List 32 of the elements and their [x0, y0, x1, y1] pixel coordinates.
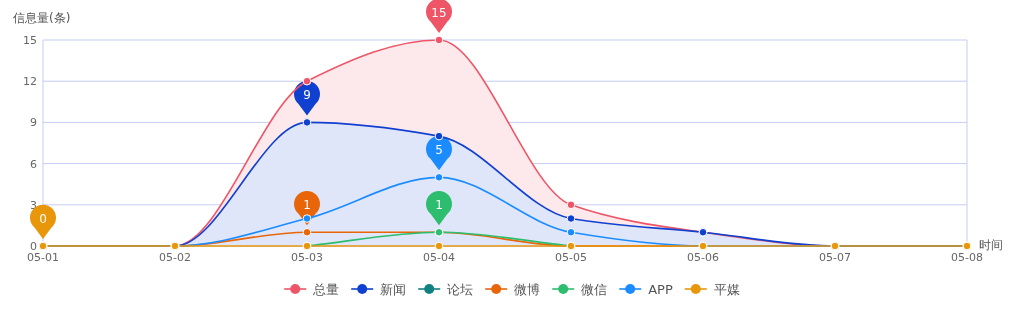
x-tick-label: 05-02 — [159, 251, 191, 264]
x-tick-label: 05-01 — [27, 251, 59, 264]
legend-label: 平媒 — [713, 282, 740, 297]
y-axis-title: 信息量(条) — [13, 11, 71, 25]
x-tick-label: 05-07 — [819, 251, 851, 264]
legend-label: 微博 — [514, 282, 541, 297]
legend-label: 新闻 — [380, 282, 407, 297]
y-tick-label: 6 — [30, 157, 37, 171]
x-tick-label: 05-06 — [687, 251, 719, 264]
data-label: 1 — [435, 197, 443, 212]
x-tick-label: 05-08 — [951, 251, 983, 264]
x-axis-title: 时间 — [979, 238, 1003, 252]
legend-label: 总量 — [312, 282, 340, 297]
pin: 15 — [426, 0, 452, 33]
data-label: 1 — [303, 197, 311, 212]
y-tick-label: 15 — [23, 34, 37, 47]
y-tick-label: 3 — [30, 198, 37, 212]
pin: 1 — [426, 190, 452, 226]
legend-label: 微信 — [581, 282, 608, 297]
y-tick-label: 0 — [30, 240, 37, 253]
data-label: 15 — [431, 5, 447, 20]
pin: 9 — [294, 81, 320, 116]
legend-label: APP — [648, 282, 673, 297]
data-label: 5 — [435, 142, 443, 157]
data-label: 9 — [303, 87, 311, 102]
x-tick-label: 05-04 — [423, 251, 455, 264]
y-tick-label: 12 — [23, 75, 37, 89]
legend-label: 论坛 — [447, 282, 474, 297]
x-tick-label: 05-03 — [291, 251, 323, 264]
pin: 5 — [426, 136, 452, 171]
y-tick-label: 9 — [30, 116, 37, 130]
x-tick-label: 05-05 — [555, 251, 587, 264]
